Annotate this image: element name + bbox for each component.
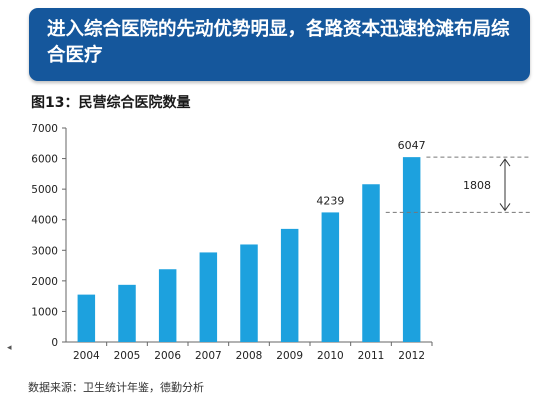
y-tick-label: 1000 [31, 306, 58, 318]
bar-2006 [158, 269, 177, 342]
arrow-down-icon [499, 203, 511, 212]
data-label-2010: 4239 [316, 194, 344, 207]
y-tick-label: 6000 [31, 154, 58, 166]
x-tick-label: 2007 [195, 350, 222, 362]
bar-2009 [280, 228, 299, 342]
bar-2007 [199, 252, 218, 342]
bar-2005 [118, 284, 136, 342]
title-banner: 进入综合医院的先动优势明显，各路资本迅速抢滩布局综合医疗 [29, 8, 530, 81]
figure-caption: 图13：民营综合医院数量 [31, 95, 191, 111]
bar-2012 [402, 157, 421, 342]
x-tick-label: 2008 [236, 350, 263, 362]
x-tick-label: 2011 [358, 350, 385, 362]
bar-2010 [321, 212, 340, 342]
x-tick-label: 2005 [114, 350, 141, 362]
data-source-note: 数据来源：卫生统计年鉴，德勤分析 [28, 381, 204, 394]
x-tick-label: 2012 [398, 350, 425, 362]
y-tick-label: 7000 [31, 123, 58, 135]
y-tick-label: 3000 [31, 245, 58, 257]
page-title: 进入综合医院的先动优势明显，各路资本迅速抢滩布局综合医疗 [47, 19, 510, 66]
x-tick-label: 2004 [73, 350, 100, 362]
x-tick-label: 2006 [154, 350, 181, 362]
bar-2004 [77, 294, 96, 342]
y-tick-label: 4000 [31, 215, 58, 227]
y-tick-label: 0 [51, 337, 58, 349]
data-label-2012: 6047 [398, 139, 426, 152]
left-marker-icon: ◂ [7, 343, 12, 353]
y-tick-label: 5000 [31, 184, 58, 196]
x-tick-label: 2010 [317, 350, 344, 362]
x-tick-label: 2009 [276, 350, 303, 362]
arrow-up-icon [499, 158, 511, 167]
bar-2011 [362, 184, 380, 342]
y-tick-label: 2000 [31, 276, 58, 288]
annotation-label: 1808 [463, 179, 491, 192]
bar-2008 [240, 244, 258, 342]
